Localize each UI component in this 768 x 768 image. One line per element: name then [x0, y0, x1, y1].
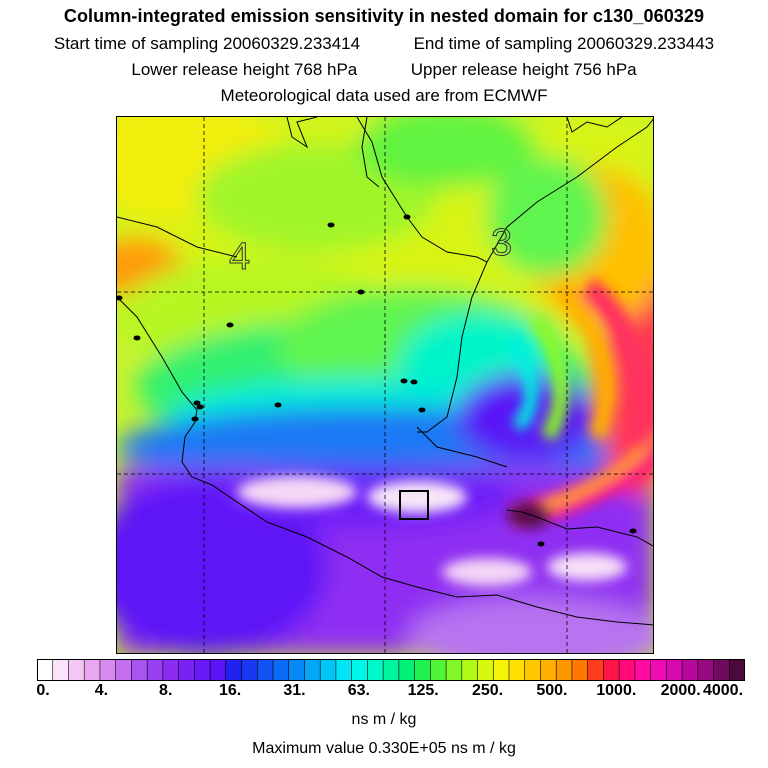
sector-label-3: 3 [491, 222, 512, 264]
colorbar-cell [382, 659, 400, 681]
colorbar-cell [225, 659, 243, 681]
lower-height-value: 768 hPa [293, 60, 358, 79]
map-canvas: 4 3 [117, 117, 653, 653]
colorbar-cell [37, 659, 54, 681]
colorbar-cell [603, 659, 620, 681]
colorbar-cell [666, 659, 683, 681]
plot-title: Column-integrated emission sensitivity i… [63, 6, 705, 26]
city-dot [400, 378, 408, 384]
colorbar-tick-label: 250. [471, 682, 504, 699]
colorbar-cell [146, 659, 164, 681]
colorbar-tick-label: 63. [347, 682, 370, 699]
release-heights: Lower release height 768 hPa Upper relea… [0, 60, 768, 80]
colorbar-tick-label: 4000. [702, 682, 744, 699]
colorbar-cell [68, 659, 85, 681]
city-dot [357, 289, 365, 295]
receptor-box [399, 490, 429, 520]
colorbar-cell [540, 659, 558, 681]
colorbar-cell [634, 659, 652, 681]
colorbar-cell [115, 659, 133, 681]
colorbar-cell [713, 659, 731, 681]
met-data-note: Meteorological data used are from ECMWF [220, 86, 548, 105]
sampling-times: Start time of sampling 20060329.233414 E… [0, 34, 768, 54]
colorbar-cell [728, 659, 745, 681]
emission-sensitivity-map: 4 3 [116, 116, 654, 654]
city-dot [226, 322, 234, 328]
colorbar-cell [461, 659, 479, 681]
colorbar-cell [618, 659, 636, 681]
colorbar-tick-label: 0. [36, 682, 50, 699]
city-dot [117, 295, 123, 301]
city-dot [196, 404, 204, 410]
sector-label-4: 4 [229, 236, 250, 278]
colorbar-units: ns m / kg [351, 711, 417, 728]
colorbar-tick-label: 500. [536, 682, 568, 699]
city-dot [193, 400, 201, 406]
maximum-value-line: Maximum value 0.330E+05 ns m / kg [0, 740, 768, 758]
colorbar-tick-label: 2000. [660, 682, 701, 699]
colorbar-cell [319, 659, 337, 681]
city-dot [418, 407, 426, 413]
colorbar-tick-label: 16. [218, 682, 242, 699]
colorbar-cell [304, 659, 322, 681]
end-time-label: End time of sampling [413, 34, 573, 53]
max-value-label: Maximum value [252, 740, 365, 757]
colorbar-cell [508, 659, 526, 681]
colorbar-cell [209, 659, 227, 681]
upper-height-label: Upper release height [410, 60, 569, 79]
city-dot [410, 379, 418, 385]
end-time-value: 20060329.233443 [577, 34, 715, 53]
start-time-value: 20060329.233414 [223, 34, 361, 53]
colorbar-cell [524, 659, 542, 681]
lower-height-label: Lower release height [131, 60, 290, 79]
colorbar-tick-label: 4. [94, 682, 109, 699]
colorbar-cell [52, 659, 70, 681]
colorbar-cell [587, 659, 605, 681]
city-dot [191, 416, 199, 422]
colorbar-cell [445, 659, 463, 681]
colorbar-cell [194, 659, 211, 681]
colorbar-cell [571, 659, 589, 681]
colorbar-cell [681, 659, 699, 681]
colorbar-cell [414, 659, 432, 681]
colorbar-tick-label: 8. [159, 682, 173, 699]
city-dot [274, 402, 282, 408]
colorbar-cell [398, 659, 416, 681]
city-dot [403, 214, 411, 220]
colorbar-cell [99, 659, 117, 681]
city-dot [327, 222, 335, 228]
colorbar-cell [83, 659, 101, 681]
colorbar-tick-label: 1000. [596, 682, 637, 699]
colorbar-cell [430, 659, 447, 681]
colorbar-cell [335, 659, 353, 681]
city-dot [537, 541, 545, 547]
colorbar-cell [492, 659, 510, 681]
colorbar-cell [367, 659, 384, 681]
colorbar-cell [288, 659, 306, 681]
colorbar-cell [131, 659, 148, 681]
city-dot [133, 335, 141, 341]
colorbar-cell [477, 659, 495, 681]
start-time-label: Start time of sampling [53, 34, 219, 53]
max-value: 0.330E+05 ns m / kg [368, 740, 516, 757]
colorbar-tick-label: 125. [407, 682, 439, 699]
colorbar-cell [650, 659, 668, 681]
graticule [117, 117, 653, 653]
city-markers [117, 214, 637, 547]
colorbar-cell [162, 659, 180, 681]
colorbar [37, 659, 745, 681]
colorbar-cell [178, 659, 196, 681]
colorbar-cell [272, 659, 290, 681]
colorbar-cell [351, 659, 369, 681]
colorbar-tick-label: 31. [283, 682, 306, 699]
colorbar-cell [256, 659, 274, 681]
colorbar-cell [697, 659, 715, 681]
city-dot [629, 528, 637, 534]
upper-height-value: 756 hPa [573, 60, 637, 79]
coastlines [117, 117, 653, 626]
colorbar-cell [555, 659, 573, 681]
colorbar-cell [241, 659, 259, 681]
